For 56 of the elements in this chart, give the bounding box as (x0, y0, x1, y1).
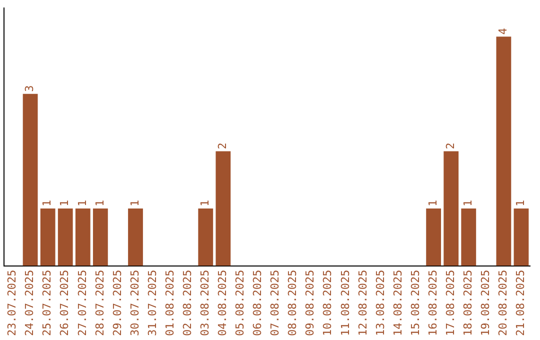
x-tick-label: 01.08.2025 (163, 270, 176, 336)
x-tick-label: 30.07.2025 (128, 270, 142, 336)
bar (22, 94, 38, 266)
bar (514, 208, 529, 266)
data-label: 1 (514, 200, 528, 206)
data-label: 1 (461, 200, 474, 206)
bar (92, 208, 108, 266)
bar (444, 151, 459, 266)
bar (461, 208, 476, 266)
data-label: 4 (496, 28, 510, 35)
bar (426, 208, 442, 266)
data-label: 2 (216, 142, 230, 150)
data-label: 1 (128, 200, 142, 206)
x-tick-label: 24.07.2025 (23, 270, 36, 336)
bar (128, 208, 143, 266)
data-label: 1 (198, 200, 212, 206)
x-tick-label: 19.08.2025 (479, 270, 492, 336)
x-tick-label: 20.08.2025 (496, 270, 510, 336)
x-tick-label: 15.08.2025 (408, 270, 422, 336)
x-tick-label: 27.07.2025 (76, 270, 89, 336)
x-tick-label: 16.08.2025 (426, 270, 440, 336)
x-tick-label: 28.07.2025 (93, 270, 106, 336)
data-label: 2 (444, 142, 457, 150)
x-tick-label: 17.08.2025 (444, 270, 457, 336)
x-tick-label: 08.08.2025 (286, 270, 300, 336)
bar (75, 208, 90, 266)
x-tick-label: 05.08.2025 (234, 270, 247, 336)
x-tick-label: 10.08.2025 (321, 270, 334, 336)
x-tick-label: 07.08.2025 (268, 270, 282, 336)
x-tick-label: 21.08.2025 (514, 270, 528, 336)
x-tick-label: 09.08.2025 (304, 270, 317, 336)
x-tick-label: 18.08.2025 (461, 270, 474, 336)
data-label: 1 (40, 200, 54, 206)
x-tick-label: 25.07.2025 (40, 270, 54, 336)
x-tick-label: 31.07.2025 (146, 270, 159, 336)
x-tick-label: 04.08.2025 (216, 270, 230, 336)
x-tick-label: 29.07.2025 (110, 270, 124, 336)
data-label: 1 (58, 200, 72, 206)
data-label: 1 (426, 200, 440, 206)
x-tick-label: 06.08.2025 (251, 270, 264, 336)
bar (40, 208, 56, 266)
data-label: 1 (76, 200, 89, 206)
x-tick-label: 23.07.2025 (6, 270, 19, 336)
bar (58, 208, 73, 266)
x-tick-label: 03.08.2025 (198, 270, 212, 336)
x-tick-label: 13.08.2025 (374, 270, 387, 336)
bar (198, 208, 214, 266)
bar (496, 36, 512, 266)
x-tick-label: 02.08.2025 (180, 270, 194, 336)
data-label: 1 (93, 200, 106, 206)
data-label: 3 (23, 85, 36, 92)
bar (216, 151, 231, 266)
x-tick-label: 14.08.2025 (391, 270, 404, 336)
x-tick-label: 26.07.2025 (58, 270, 72, 336)
x-tick-label: 11.08.2025 (338, 270, 352, 336)
x-tick-label: 12.08.2025 (356, 270, 370, 336)
